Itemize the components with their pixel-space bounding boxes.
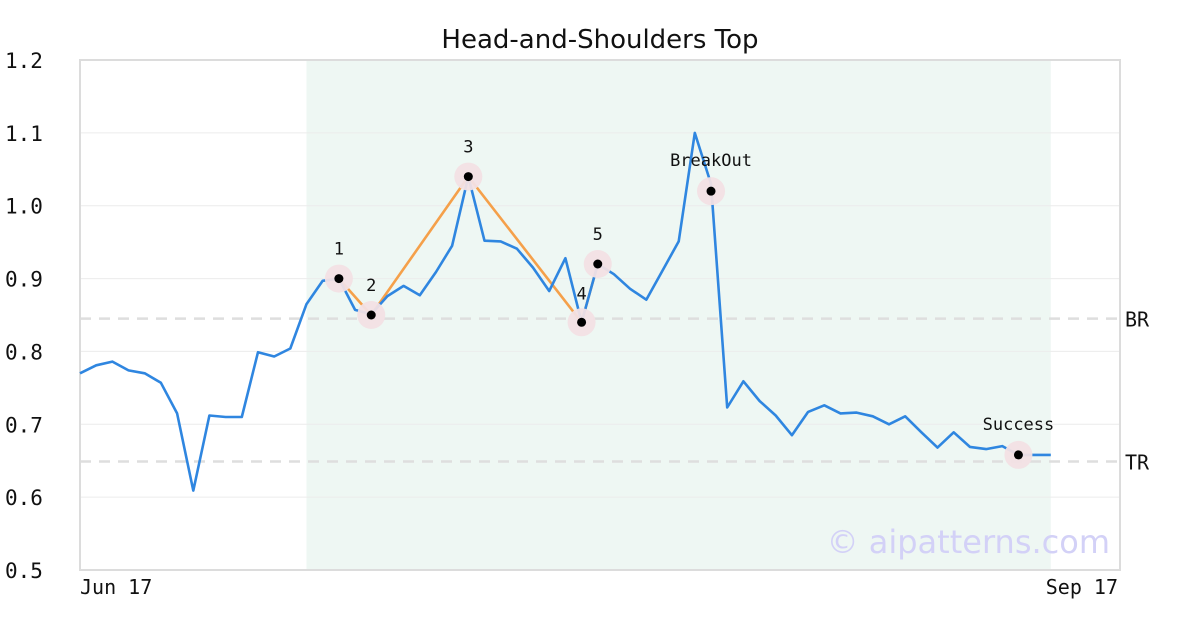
y-tick-label: 0.6 — [5, 486, 43, 510]
pattern-point-2-label: 2 — [366, 276, 376, 296]
watermark: © aipatterns.com — [827, 523, 1110, 561]
y-tick-label: 0.9 — [5, 268, 43, 292]
grid-lines — [80, 59, 1120, 571]
pattern-point-5-label: 5 — [593, 225, 603, 245]
success-point-dot — [1013, 450, 1023, 460]
success-point-label: Success — [983, 415, 1055, 435]
y-tick-label: 1.0 — [5, 195, 43, 219]
pattern-point-3-label: 3 — [463, 138, 473, 158]
pattern-point-2-dot — [366, 310, 376, 320]
pattern-point-3-dot — [463, 172, 473, 182]
y-tick-label: 0.8 — [5, 340, 43, 364]
reference-lines: BR TR — [80, 308, 1150, 474]
y-tick-label: 1.1 — [5, 122, 43, 146]
y-tick-label: 0.5 — [5, 559, 43, 583]
x-tick-end: Sep 17 — [1046, 575, 1118, 599]
plot-frame — [79, 59, 1121, 571]
breakout-point-label: BreakOut — [670, 151, 752, 171]
pattern-point-1-dot — [334, 274, 344, 284]
chart-title: Head-and-Shoulders Top — [441, 25, 758, 55]
pattern-point-5-dot — [593, 259, 603, 269]
pattern-point-4-label: 4 — [576, 284, 586, 304]
price-series-line — [79, 131, 1051, 492]
x-tick-start: Jun 17 — [80, 575, 152, 599]
y-tick-label: 0.7 — [5, 413, 43, 437]
pattern-point-1-label: 1 — [334, 240, 344, 260]
pattern-markers: 1 2 3 4 5 BreakOut Success — [324, 138, 1055, 469]
reference-label-tr: TR — [1125, 450, 1150, 474]
highlight-region — [306, 60, 1051, 570]
reference-label-br: BR — [1125, 308, 1150, 332]
y-tick-label: 1.2 — [5, 49, 43, 73]
pattern-point-4-dot — [577, 317, 587, 327]
y-axis-ticks: 0.5 0.6 0.7 0.8 0.9 1.0 1.1 1.2 — [5, 49, 43, 583]
breakout-point-dot — [706, 186, 716, 196]
